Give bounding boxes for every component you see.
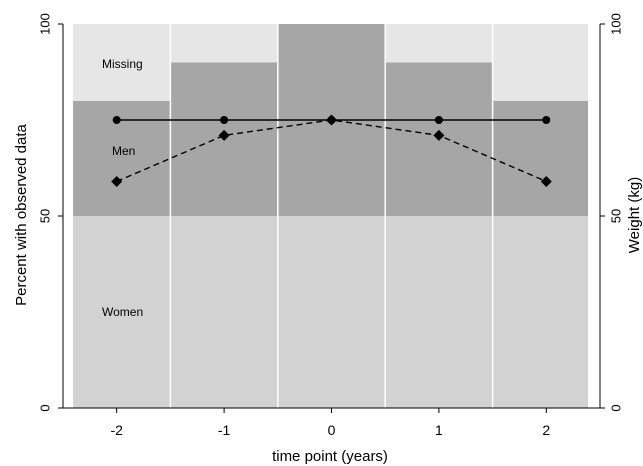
bar-missing--2	[73, 24, 171, 101]
series-1-point--1	[218, 129, 230, 141]
bar-men-2	[492, 100, 588, 216]
bar-men--2	[73, 100, 171, 216]
bar-missing--1	[170, 24, 278, 63]
y-right-tick-label-100: 100	[608, 13, 623, 35]
series-1-point--2	[111, 175, 123, 187]
bar-missing-2	[492, 24, 588, 101]
series-1-point-1	[433, 129, 445, 141]
y-left-tick-label-0: 0	[37, 404, 52, 411]
lines-layer	[111, 114, 552, 187]
x-tick-label--2: -2	[110, 422, 123, 438]
series-0-point--1	[220, 116, 229, 124]
series-0-point-1	[434, 116, 443, 124]
bar-women--2	[73, 216, 171, 408]
x-tick-label--1: -1	[218, 422, 231, 438]
bars-layer	[73, 24, 588, 408]
series-0-point--2	[112, 116, 121, 124]
x-tick-label-1: 1	[435, 422, 443, 438]
series-0-point-2	[542, 116, 551, 124]
series-1-point-2	[540, 175, 552, 187]
bar-women--1	[170, 216, 278, 408]
bar-women-1	[385, 216, 493, 408]
y-left-tick-label-50: 50	[37, 209, 52, 223]
y-left-tick-label-100: 100	[37, 13, 52, 35]
y-right-tick-label-50: 50	[608, 209, 623, 223]
x-tick-label-2: 2	[542, 422, 550, 438]
x-tick-label-0: 0	[328, 422, 336, 438]
bar-label-women: Women	[102, 305, 143, 319]
bar-women-2	[492, 216, 588, 408]
bar-women-0	[277, 216, 386, 408]
bar-label-men: Men	[112, 144, 135, 158]
bar-label-missing: Missing	[102, 57, 143, 71]
x-axis-title: time point (years)	[272, 448, 388, 465]
y-axis-title-left: Percent with observed data	[13, 123, 30, 305]
bar-missing-1	[385, 24, 493, 63]
series-1-point-0	[326, 114, 337, 126]
y-axis-title-right: Weight (kg)	[626, 177, 643, 253]
y-right-tick-label-0: 0	[608, 404, 623, 411]
axes-layer: 0 50 100 0 50 100 -2 -1 0 1 2	[37, 13, 623, 438]
